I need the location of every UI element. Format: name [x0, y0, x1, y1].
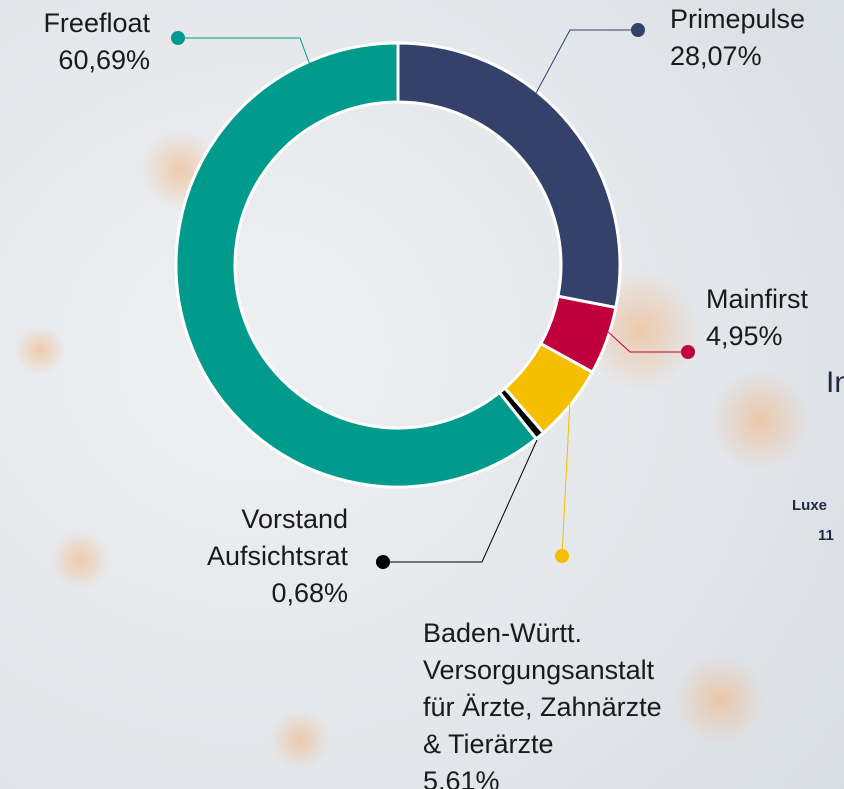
slice-label: Freefloat — [43, 8, 150, 38]
value-label: 60,69% — [58, 45, 150, 75]
background-text: Luxe — [792, 497, 827, 514]
value-label: 0,68% — [271, 578, 348, 608]
leader-dot — [171, 31, 185, 45]
leader-dot — [681, 345, 695, 359]
slice-label: Primepulse — [670, 4, 805, 34]
slice-label: Mainfirst — [706, 284, 809, 314]
value-label: 4,95% — [706, 321, 783, 351]
value-label: 28,07% — [670, 41, 762, 71]
leader-dot — [376, 555, 390, 569]
value-label: 5,61% — [423, 766, 500, 789]
chart: Primepulse28,07%Mainfirst4,95%Baden-Würt… — [0, 0, 844, 789]
background-text: In — [826, 366, 844, 399]
leader-dot — [555, 549, 569, 563]
background-text: 11 — [818, 527, 834, 544]
leader-dot — [631, 23, 645, 37]
